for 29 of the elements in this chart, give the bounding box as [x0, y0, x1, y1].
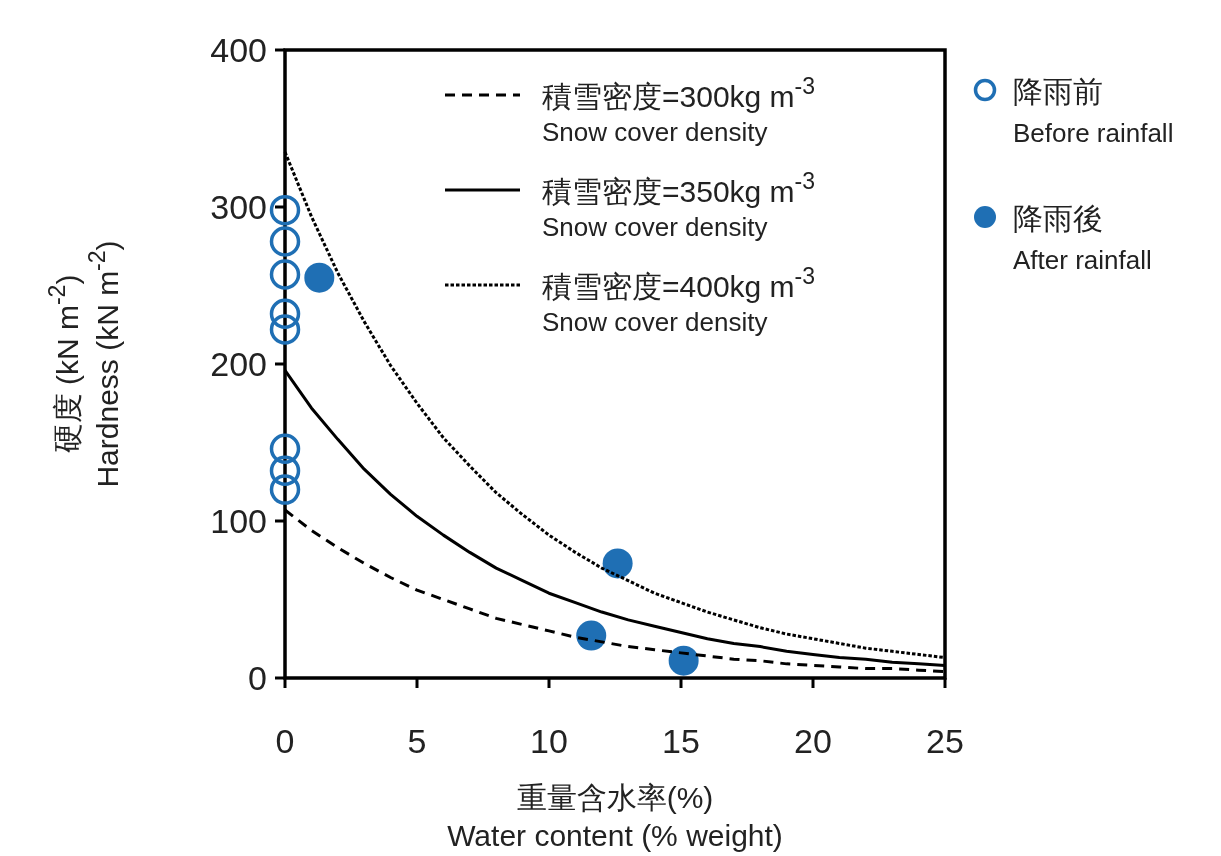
point — [269, 226, 301, 257]
point — [304, 262, 335, 293]
point — [668, 645, 699, 676]
x-tick-label: 15 — [662, 722, 700, 760]
x-tick-label: 25 — [926, 722, 964, 760]
x-tick-label: 5 — [407, 722, 427, 760]
x-tick-label: 0 — [275, 722, 295, 760]
point — [269, 474, 301, 505]
point — [602, 548, 633, 579]
text: 積雪密度=400kg m$^{-3}$ Snow cover density — [542, 263, 816, 337]
legend-label: 降雨前 Before rainfall — [1013, 75, 1174, 148]
point — [269, 433, 301, 465]
text: 積雪密度=300kg m$^{-3}$ Snow cover density — [542, 73, 816, 147]
legend-label: 降雨後 After rainfall — [1013, 202, 1152, 275]
y-tick-label: 400 — [210, 31, 267, 69]
point — [269, 298, 301, 330]
point — [269, 259, 301, 290]
x-axis-title: 重量含水率(%) Water content (% weight) — [447, 781, 783, 852]
y-tick-label: 300 — [210, 188, 267, 226]
y-tick-label: 100 — [210, 502, 267, 540]
text: 積雪密度=350kg m$^{-3}$ Snow cover density — [542, 168, 816, 242]
point — [269, 455, 301, 487]
y-tick-label: 200 — [210, 345, 267, 383]
point — [576, 620, 607, 651]
point — [269, 314, 301, 345]
point — [269, 194, 301, 226]
x-tick-label: 20 — [794, 722, 832, 760]
y-tick-label: 0 — [248, 659, 267, 697]
x-tick-label: 10 — [530, 722, 568, 760]
